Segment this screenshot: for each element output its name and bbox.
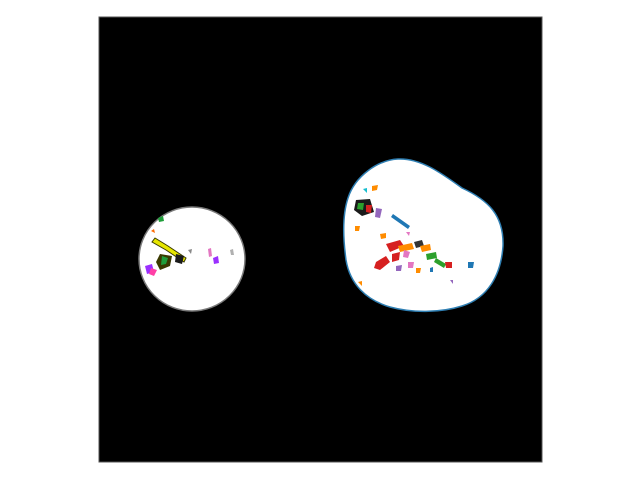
fragment [408,262,414,268]
fragment [416,268,421,273]
fragment [366,205,372,213]
fragment [426,252,437,260]
fragment [188,249,192,254]
right-blob-body [342,158,504,313]
left-blob [138,206,246,312]
fragment [450,280,453,284]
fragment [230,249,234,255]
fragment [355,226,360,231]
fragment [208,248,212,257]
left-blob-fragments [145,216,234,276]
fragment [213,256,219,264]
fragment [375,208,382,218]
fragment [398,243,414,252]
fragment [396,265,402,271]
fragment [161,256,168,265]
left-blob-body [138,206,246,312]
fragment [149,268,157,276]
fragment [420,244,431,252]
fragment [158,216,164,222]
fragment [468,262,474,268]
fragment [374,256,390,270]
fragment [403,250,410,258]
fragment [430,267,433,272]
right-blob-fragments [354,185,474,286]
right-blob [342,158,504,313]
fragment [434,258,446,268]
fragment [392,252,400,262]
fragment [386,240,404,252]
fragment [357,203,364,210]
fragment [372,185,378,191]
fragment [406,232,410,236]
fragment [391,214,410,229]
fragment [151,229,155,233]
fragment [175,254,184,264]
fragment [358,281,362,286]
fragment [380,233,386,239]
fragment [363,188,367,193]
fragment [445,262,452,268]
